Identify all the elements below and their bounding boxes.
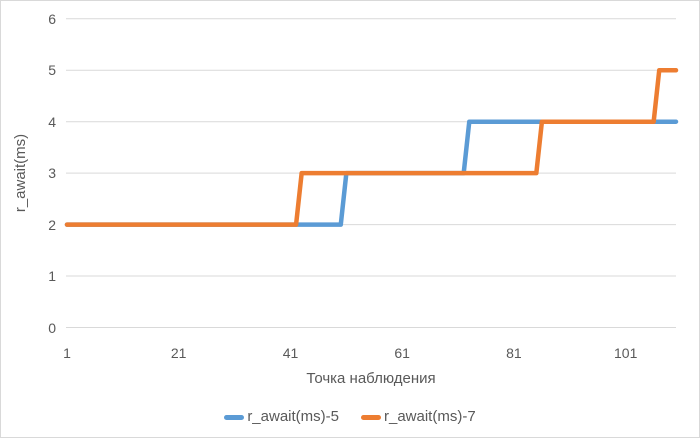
x-tick-label: 101	[614, 345, 638, 361]
x-tick-label: 41	[282, 345, 299, 361]
legend: r_await(ms)-5 r_await(ms)-7	[1, 407, 699, 427]
legend-label: r_await(ms)-7	[384, 408, 476, 425]
y-tick-label: 6	[48, 10, 56, 27]
series-lines	[64, 68, 679, 227]
x-tick-label: 81	[506, 345, 522, 361]
x-tick-label: 61	[394, 345, 410, 361]
legend-item: r_await(ms)-5	[224, 408, 339, 426]
legend-line-marker-icon	[361, 414, 381, 420]
y-tick-label: 1	[48, 268, 56, 285]
y-tick-label: 0	[48, 319, 56, 336]
x-axis-title: Точка наблюдения	[306, 370, 436, 387]
y-axis-title: r_await(ms)	[12, 133, 29, 213]
legend-item: r_await(ms)-7	[361, 408, 476, 426]
y-tick-label: 3	[48, 165, 56, 182]
y-tick-label: 4	[48, 113, 56, 130]
y-tick-label: 5	[48, 62, 56, 79]
series-line-1	[64, 68, 679, 227]
y-tick-label: 2	[48, 216, 56, 233]
x-tick-label: 21	[170, 345, 187, 361]
legend-line-marker-icon	[224, 414, 245, 420]
x-tick-label: 1	[63, 345, 71, 361]
legend-label: r_await(ms)-5	[247, 408, 339, 425]
